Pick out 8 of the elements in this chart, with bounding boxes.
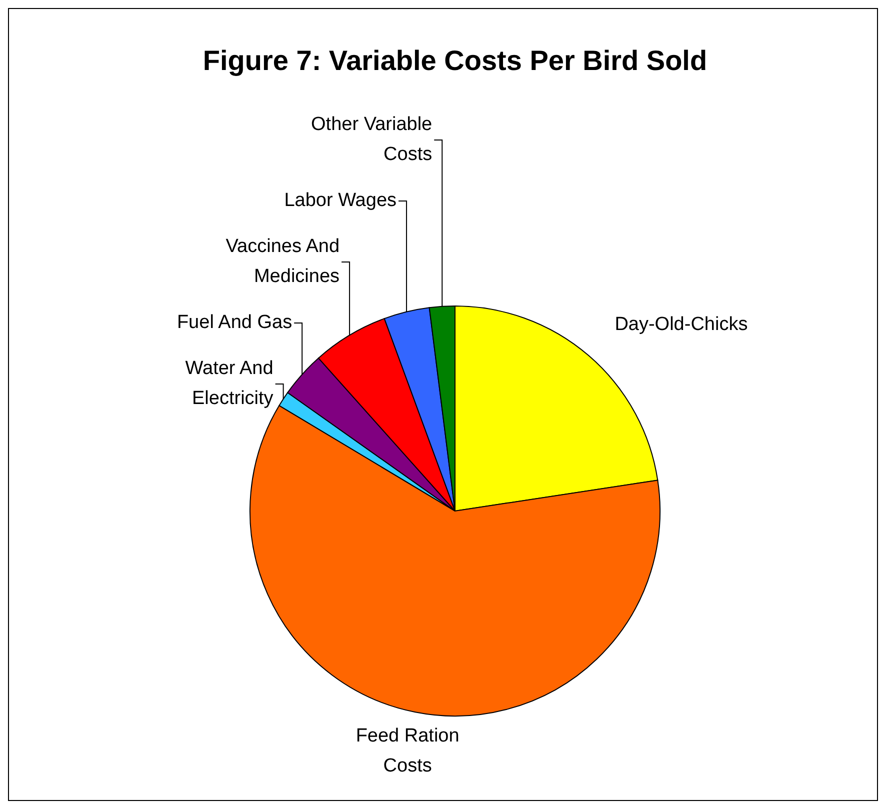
slice-label: Labor Wages bbox=[284, 190, 397, 212]
chart-title: Figure 7: Variable Costs Per Bird Sold bbox=[202, 45, 708, 76]
slice-label: Other Variable Costs bbox=[311, 114, 432, 166]
slice-label: Fuel And Gas bbox=[176, 312, 292, 334]
slice-label: Water And Electricity bbox=[185, 358, 274, 410]
slice-label: Day-Old-Chicks bbox=[614, 314, 748, 336]
slice-label: Vaccines And Medicines bbox=[226, 236, 340, 288]
slice-label: Feed Ration Costs bbox=[356, 725, 460, 776]
